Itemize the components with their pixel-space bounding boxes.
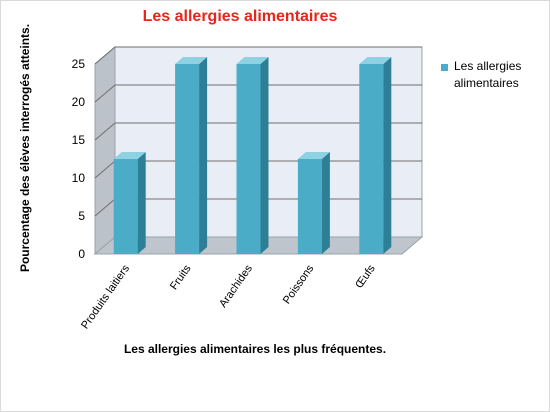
bar-top [175, 57, 208, 64]
x-axis-title: Les allergies alimentaires les plus fréq… [123, 342, 387, 356]
bar [297, 152, 330, 254]
bar [359, 57, 392, 254]
chart-title: Les allergies alimentaires [142, 8, 338, 25]
bar-front [113, 159, 138, 254]
bar [175, 57, 208, 254]
gridline-side [94, 122, 116, 141]
legend-label: Les allergies alimentaires [454, 59, 522, 90]
gridline-side [94, 160, 116, 179]
bar-side [137, 152, 146, 254]
y-tick-label: 0 [78, 247, 85, 261]
x-tick-label: Œufs [353, 262, 378, 290]
gridline-side [94, 46, 116, 65]
bar-front [297, 159, 322, 254]
bar-front [236, 64, 261, 254]
y-tick-label: 10 [72, 171, 86, 185]
bar-top [113, 152, 146, 159]
x-tick-label: Produits laitiers [79, 262, 132, 331]
gridline-side [94, 198, 116, 217]
bar-front [175, 64, 200, 254]
x-tick-label: Poissons [281, 262, 317, 306]
x-tick-label: Arachides [217, 262, 255, 309]
y-tick-label: 15 [72, 133, 86, 147]
bar-side [260, 57, 269, 254]
bar-top [236, 57, 269, 64]
gridline-side [94, 84, 116, 103]
bar [113, 152, 146, 254]
x-tick-label: Fruits [168, 262, 194, 292]
y-tick-label: 5 [78, 209, 85, 223]
bar-front [359, 64, 384, 254]
y-tick-label: 20 [72, 95, 86, 109]
bar-side [321, 152, 330, 254]
bar-side [383, 57, 392, 254]
side-wall [94, 45, 116, 256]
y-tick-label: 25 [72, 57, 86, 71]
bar-side [199, 57, 208, 254]
bar [236, 57, 269, 254]
legend-swatch [441, 64, 448, 71]
bar-top [359, 57, 392, 64]
bar-top [297, 152, 330, 159]
